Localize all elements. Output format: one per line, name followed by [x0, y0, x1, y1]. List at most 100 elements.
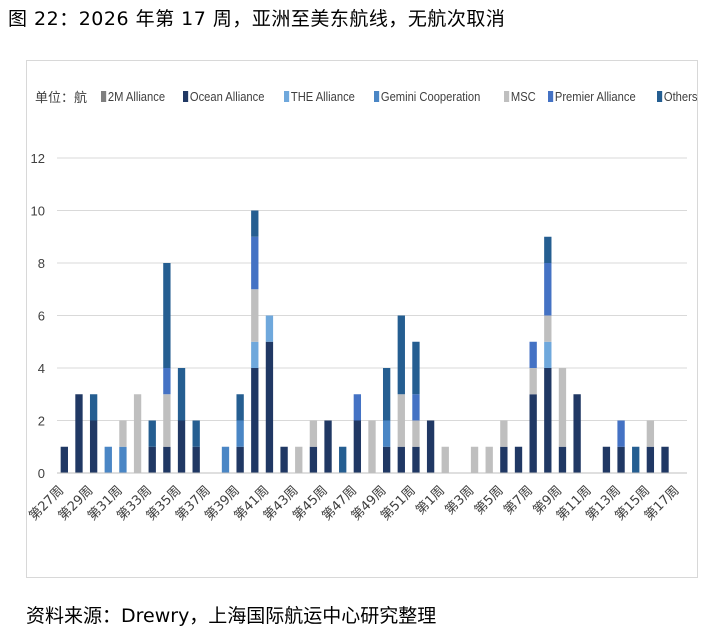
legend-swatch [504, 90, 510, 102]
bar-segment [177, 420, 186, 473]
bar-segment [89, 420, 98, 473]
bar-segment [60, 446, 68, 473]
bar-segment [119, 420, 127, 447]
bar-segment [544, 368, 552, 473]
bar-segment [544, 263, 552, 316]
legend-item: Gemini Cooperation [373, 89, 480, 104]
legend-swatch [548, 90, 554, 102]
bar-segment [646, 446, 655, 473]
bar-segment [163, 394, 171, 447]
bar-segment [470, 446, 479, 473]
bar-segment [412, 394, 420, 421]
bar-segment [412, 341, 420, 395]
x-tick-label: 第5周 [472, 483, 507, 518]
bar-segment [544, 315, 552, 342]
legend-swatch [182, 90, 188, 102]
bar-segment [441, 446, 449, 473]
y-tick-label: 2 [38, 414, 45, 429]
y-tick-label: 6 [38, 309, 45, 324]
bar-segment [163, 263, 171, 368]
legend-label: THE Alliance [291, 88, 356, 104]
bar-segment [265, 341, 274, 473]
bar-segment [75, 394, 83, 473]
legend-label: MSC [511, 88, 537, 104]
bar-segment [661, 446, 669, 473]
legend-item: MSC [504, 89, 536, 104]
bar-segment [382, 446, 391, 473]
bar-segment [397, 394, 405, 447]
x-tick-label: 第1周 [413, 483, 448, 518]
legend-label: Premier Alliance [555, 88, 636, 104]
bar-segment [573, 394, 581, 473]
bar-segment [295, 446, 303, 473]
bar-segment [236, 394, 244, 421]
legend-swatch [101, 90, 107, 102]
bar-segment [646, 420, 655, 447]
bar-segment [397, 315, 405, 395]
bar-segment [251, 236, 259, 290]
bar-segment [104, 446, 112, 473]
bar-segment [89, 394, 98, 421]
bar-segment [529, 368, 537, 395]
legend-label: Ocean Alliance [189, 88, 264, 104]
bar-segment [485, 446, 493, 473]
bar-segment [309, 446, 318, 473]
bar-segment [412, 446, 420, 473]
y-tick-label: 8 [38, 256, 45, 271]
bar-segment [544, 236, 552, 263]
bar-segment [221, 446, 230, 473]
bar-segment [177, 368, 186, 421]
bar-segment [265, 315, 274, 342]
bar-segment [324, 420, 332, 473]
legend-item: 2M Alliance [101, 89, 165, 104]
chart-container: 0 2 4 6 8 10 12 第27周 第29周 第31周 第33周 第35周 第37周 第39周 第41… [26, 60, 698, 578]
source-note: 资料来源：Drewry，上海国际航运中心研究整理 [26, 605, 437, 627]
bar-segment [500, 420, 508, 447]
bar-segment [280, 446, 288, 473]
bar-segment [148, 420, 156, 447]
y-tick-label: 12 [31, 151, 45, 166]
bar-segment [382, 368, 391, 421]
bar-segment [544, 341, 552, 368]
bar-segment [251, 341, 259, 368]
legend-label: 2M Alliance [107, 88, 166, 104]
bar-segment [353, 420, 362, 473]
bar-segment [514, 446, 523, 473]
bar-segment [558, 368, 567, 447]
legend-item: Ocean Alliance [182, 88, 264, 104]
bar-segment [339, 446, 347, 473]
legend-item: Premier Alliance [548, 89, 636, 104]
bar-segment [500, 446, 508, 473]
y-tick-label: 10 [31, 204, 45, 219]
bar-segment [163, 446, 171, 473]
legend-swatch [657, 90, 663, 102]
legend-label: Others [663, 88, 698, 104]
bar-segment [617, 420, 625, 447]
stacked-bar-chart: 024681012第27周第29周第31周第33周第35周第37周第39周第41… [27, 151, 687, 524]
legend: 单位：航 2M Alliance Ocean Alliance THE Allian… [35, 87, 711, 106]
bar-segment [353, 394, 362, 421]
y-tick-label: 4 [38, 361, 45, 376]
legend-item: Others [657, 88, 698, 104]
legend-swatch [373, 90, 379, 102]
bar-segment [148, 446, 156, 473]
bar-segment [251, 289, 259, 342]
bar-segment [251, 368, 259, 473]
bar-segment [192, 446, 200, 473]
x-tick-label: 第3周 [443, 483, 478, 518]
bar-segment [119, 446, 127, 473]
legend-item: THE Alliance [284, 89, 355, 104]
bar-segment [632, 446, 640, 473]
bar-segment [412, 420, 420, 447]
bar-segment [426, 420, 435, 473]
bar-segment [251, 210, 259, 237]
bar-segment [133, 394, 142, 473]
bar-segment [368, 420, 376, 473]
figure-title: 图 22：2026 年第 17 周，亚洲至美东航线，无航次取消 [8, 8, 506, 30]
bar-segment [309, 420, 318, 447]
y-tick-label: 0 [38, 466, 45, 481]
bar-segment [236, 446, 244, 473]
bar-segment [382, 420, 391, 447]
bar-segment [397, 446, 405, 473]
unit-label: 单位：航 [35, 90, 88, 106]
